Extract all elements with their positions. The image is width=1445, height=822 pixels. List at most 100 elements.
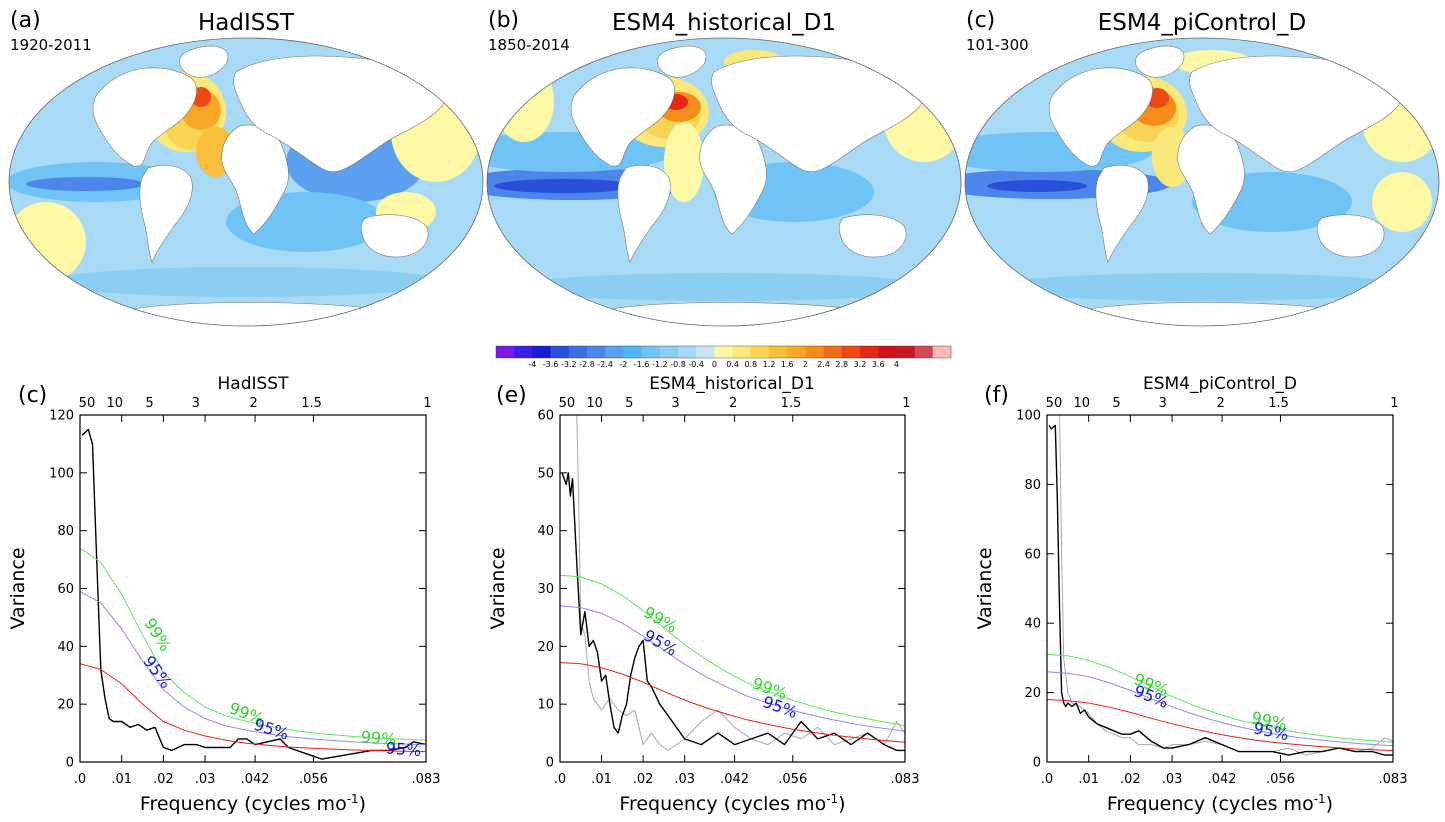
colorbar-label: 1.6 <box>781 360 794 369</box>
top-tick-label: 3 <box>1159 396 1167 411</box>
x-axis-title: Frequency (cycles mo-1) <box>619 792 845 815</box>
series-line-2 <box>1047 699 1393 751</box>
map-letter: (a) <box>10 8 41 33</box>
colorbar-swatch-10 <box>678 346 697 358</box>
sst-anomaly-blob-13 <box>46 267 446 297</box>
x-tick-label: .042 <box>241 772 270 787</box>
sst-anomaly-blob-1 <box>494 179 634 193</box>
top-tick-label: 5 <box>145 396 153 411</box>
x-tick-label: .042 <box>720 772 749 787</box>
x-tick-label: .01 <box>591 772 612 787</box>
series-line-1 <box>561 472 905 752</box>
map-title: ESM4_historical_D1 <box>612 10 836 36</box>
x-tick-label: .01 <box>1078 772 1099 787</box>
sst-anomaly-blob-1 <box>987 180 1087 192</box>
colorbar-swatch-18 <box>823 346 843 358</box>
y-tick-label: 40 <box>57 640 74 655</box>
series-group <box>1047 415 1393 756</box>
colorbar-label: -3.2 <box>561 360 577 369</box>
top-tick-label: 3 <box>192 396 200 411</box>
top-tick-label: 2 <box>250 396 258 411</box>
sst-map <box>964 37 1440 327</box>
series-line-0 <box>576 415 905 751</box>
x-tick-label: .056 <box>1266 772 1295 787</box>
y-tick-label: 0 <box>66 756 74 771</box>
colorbar-label: -2.8 <box>579 360 595 369</box>
colorbar-swatch-14 <box>750 346 770 358</box>
x-tick-label: .03 <box>195 772 216 787</box>
colorbar-swatch-12 <box>714 346 733 358</box>
top-tick-label: 1.5 <box>781 396 802 411</box>
top-tick-label: 10 <box>1073 396 1090 411</box>
significance-label: 95% <box>385 738 422 760</box>
y-axis-title: Variance <box>974 547 996 629</box>
series-line-3 <box>1047 671 1393 747</box>
colorbar-label: -2.4 <box>597 360 613 369</box>
sst-anomaly-blob-9 <box>664 122 704 202</box>
map-panel-historical: (b) ESM4_historical_D1 1850-2014 <box>486 8 962 327</box>
colorbar-label: -2 <box>619 360 627 369</box>
top-tick-label: 3 <box>671 396 679 411</box>
top-tick-label: 1.5 <box>301 396 322 411</box>
significance-label: 95% <box>139 652 175 692</box>
x-tick-label: .083 <box>1379 772 1408 787</box>
map-period: 1920-2011 <box>10 36 92 54</box>
x-axis-title: Frequency (cycles mo-1) <box>140 792 366 815</box>
spectrum-panel-picontrol: (f) ESM4_piControl_D99%95%99%95%.0.01.02.… <box>974 374 1407 815</box>
colorbar-swatch-15 <box>769 346 788 358</box>
colorbar-label: 0.4 <box>726 360 739 369</box>
top-tick-label: 10 <box>106 396 123 411</box>
x-tick-label: .02 <box>1120 772 1141 787</box>
sst-anomaly-blob-1 <box>26 177 146 191</box>
top-tick-label: 10 <box>586 396 603 411</box>
y-tick-label: 40 <box>537 524 554 539</box>
sst-anomaly-blob-11 <box>992 273 1412 301</box>
map-letter: (c) <box>966 8 995 33</box>
top-tick-label: 5 <box>625 396 633 411</box>
colorbar-swatch-9 <box>659 346 679 358</box>
map-title: HadISST <box>198 10 295 36</box>
y-tick-label: 0 <box>1033 756 1041 771</box>
x-tick-label: .03 <box>674 772 695 787</box>
colorbar-label: -1.6 <box>634 360 650 369</box>
colorbar-swatch-16 <box>787 346 806 358</box>
series-line-3 <box>80 547 426 741</box>
sst-anomaly-blob-12 <box>514 273 934 301</box>
significance-label: 99% <box>140 615 175 655</box>
x-tick-label: .0 <box>74 772 86 787</box>
y-tick-label: 60 <box>1024 547 1041 562</box>
top-tick-label: 5 <box>1112 396 1120 411</box>
colorbar-label: 2.4 <box>817 360 830 369</box>
colorbar-label: 2.8 <box>835 360 848 369</box>
y-tick-label: 100 <box>1016 409 1041 424</box>
colorbar-label: -3.6 <box>543 360 559 369</box>
x-tick-label: .083 <box>412 772 441 787</box>
colorbar-frame <box>495 345 952 359</box>
spectrum-panel-historical: (e) ESM4_historical_D199%95%99%95%.0.01.0… <box>487 374 919 815</box>
colorbar-swatch-21 <box>878 346 897 358</box>
top-tick-label: 50 <box>559 396 576 411</box>
continents <box>563 45 924 326</box>
map-period: 101-300 <box>966 36 1029 54</box>
colorbar-swatch-11 <box>696 346 715 358</box>
colorbar-label: 1.2 <box>763 360 776 369</box>
x-tick-label: .083 <box>891 772 920 787</box>
y-tick-label: 60 <box>537 409 554 424</box>
y-tick-label: 60 <box>57 582 74 597</box>
continents <box>85 45 446 326</box>
sst-anomaly-blob-12 <box>1372 172 1432 232</box>
top-tick-label: 1 <box>423 396 431 411</box>
map-title: ESM4_piControl_D <box>1098 10 1306 36</box>
top-tick-label: 1 <box>902 396 910 411</box>
colorbar-swatch-13 <box>732 346 752 358</box>
colorbar-label: 0 <box>712 360 717 369</box>
significance-label: 99% <box>360 727 397 749</box>
colorbar-swatch-22 <box>896 346 915 358</box>
y-tick-label: 30 <box>537 582 554 597</box>
colorbar-label: 2 <box>803 360 808 369</box>
map-panel-hadisst: (a) HadISST 1920-2011 <box>8 8 484 327</box>
colorbar-swatch-4 <box>568 346 588 358</box>
top-tick-label: 2 <box>729 396 737 411</box>
series-line-4 <box>1047 653 1393 743</box>
